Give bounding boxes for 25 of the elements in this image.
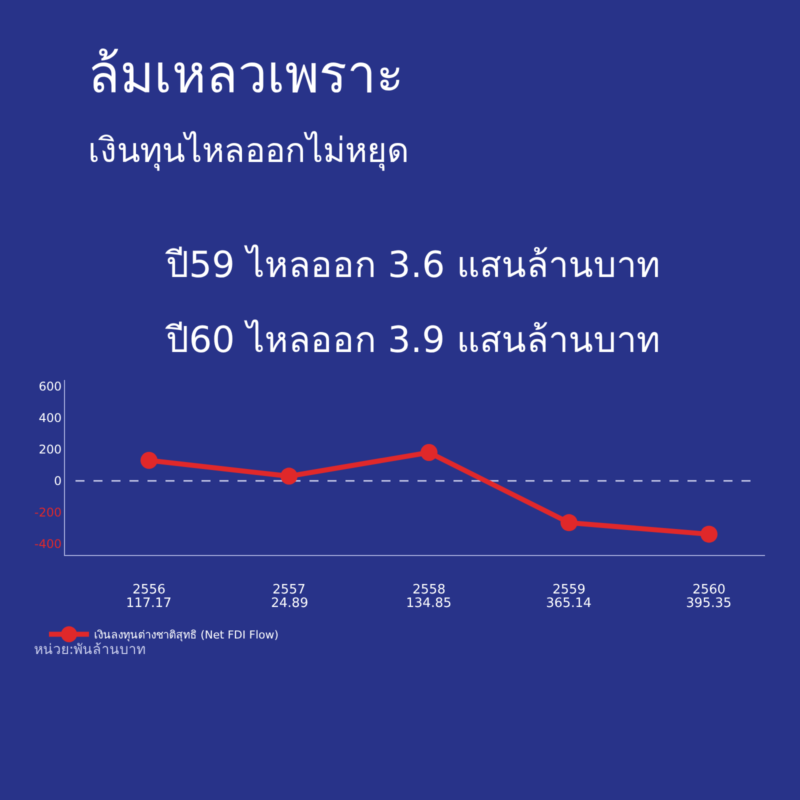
chart-title: ล้มเหลวเพราะ เงินทุนไหลออกไม่หยุด	[88, 45, 409, 171]
point	[560, 514, 578, 532]
y-tick-label: -400	[34, 537, 62, 552]
text: หน่วย:พันล้านบาท	[34, 642, 146, 658]
y-tick-label: 0	[54, 474, 62, 488]
y-tick-label: -200	[34, 506, 62, 520]
y-tick-label: 400	[38, 411, 62, 426]
text: 365.14	[546, 596, 592, 611]
text: 134.85	[406, 596, 452, 611]
point	[700, 526, 718, 543]
legend-label: เงินลงทุนต่างชาติสุทธิ (Net FDI Flow)	[94, 628, 279, 642]
x-tick-label: 2559	[552, 582, 586, 598]
x-tick-label: 2560	[692, 582, 726, 598]
chart-subtitle: ปี59 ไหลออก 3.6 แสนล้านบาท ปี60 ไหลออก 3.9 แสนล้านบาท	[165, 244, 660, 361]
point	[280, 468, 298, 485]
x-tick-label: 2558	[412, 582, 446, 598]
text: 24.89	[271, 596, 308, 611]
y-tick-label: 600	[38, 380, 62, 394]
text: 117.17	[126, 596, 172, 611]
point	[420, 444, 438, 462]
y-tick-label: 200	[38, 442, 62, 457]
point	[140, 452, 158, 469]
x-tick-label: 2557	[272, 582, 306, 598]
x-tick-label: 2556	[132, 582, 166, 598]
text: 395.35	[686, 596, 732, 611]
